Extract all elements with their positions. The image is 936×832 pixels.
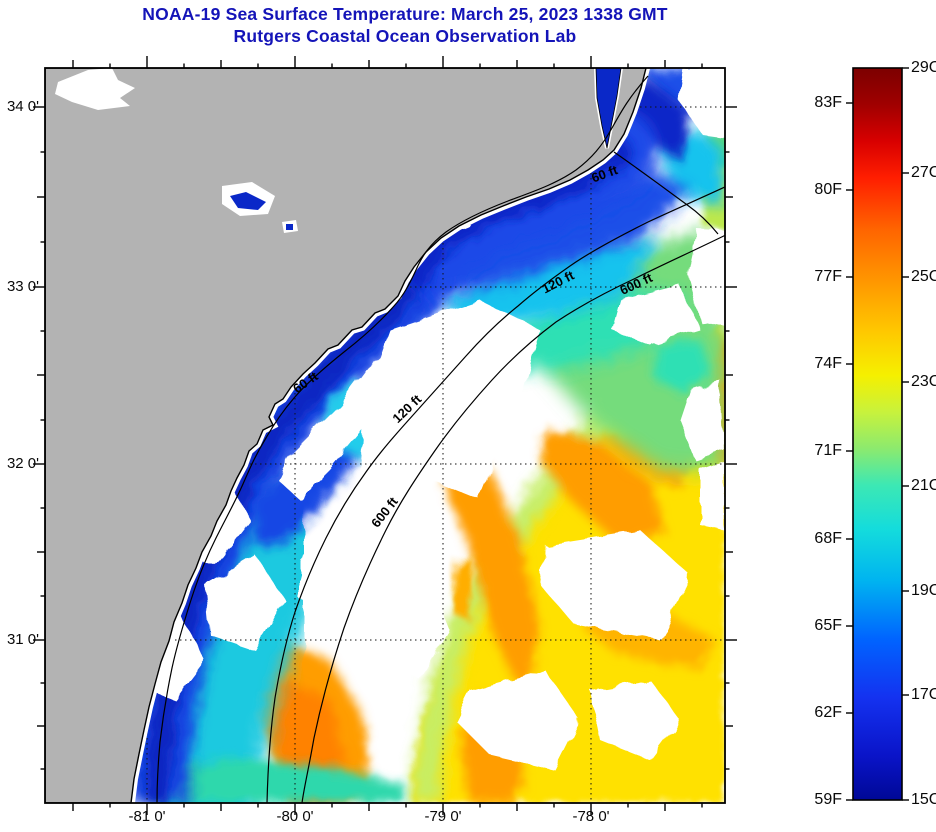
- land: [45, 68, 651, 803]
- colorbar-fahrenheit-label: 68F: [814, 530, 842, 547]
- figure-title: NOAA-19 Sea Surface Temperature: March 2…: [142, 4, 668, 24]
- colorbar-fahrenheit-label: 62F: [814, 704, 842, 721]
- axis-ticks: [33, 56, 909, 815]
- map-frame: [44, 67, 726, 804]
- river: [595, 68, 622, 149]
- colorbar-fahrenheit-label: 83F: [814, 94, 842, 111]
- contour-120ft: [266, 186, 725, 803]
- lake: [286, 224, 293, 230]
- orange-streak: [452, 558, 472, 622]
- cloud-over-land: [55, 68, 135, 110]
- colorbar-fahrenheit-label: 71F: [814, 442, 842, 459]
- colorbar-celsius-label: 25C: [911, 268, 936, 285]
- map-interior: 60 ft 120 ft 600 ft 60 ft 120 ft 600 ft: [45, 68, 725, 803]
- colorbar-celsius-label: 23C: [911, 373, 936, 390]
- contour-600ft: [301, 234, 725, 803]
- lon-tick-label: -79 0': [424, 808, 462, 825]
- contour-60ft-shoal: [613, 151, 719, 235]
- colorbar-fahrenheit-label: 77F: [814, 268, 842, 285]
- colorbar-celsius-label: 15C: [911, 791, 936, 808]
- teal-patch: [655, 340, 712, 392]
- colorbar-fahrenheit-label: 74F: [814, 355, 842, 372]
- lon-tick-label: -80 0': [276, 808, 314, 825]
- land-mass: [45, 68, 647, 803]
- sst-raster: [126, 68, 725, 803]
- colorbar-fahrenheit-label: 80F: [814, 181, 842, 198]
- lat-tick-label: 32 0': [6, 455, 39, 472]
- colorbar-celsius-label: 29C: [911, 59, 936, 76]
- lon-tick-label: -78 0': [572, 808, 610, 825]
- lake: [230, 192, 266, 210]
- colorbar-celsius-label: 21C: [911, 477, 936, 494]
- figure-subtitle: Rutgers Coastal Ocean Observation Lab: [233, 26, 577, 46]
- teal-bottom-strip: [150, 758, 405, 803]
- colorbar-celsius-label: 27C: [911, 164, 936, 181]
- colorbar-fahrenheit-label: 59F: [814, 791, 842, 808]
- lon-tick-label: -81 0': [128, 808, 166, 825]
- colorbar-celsius-label: 19C: [911, 582, 936, 599]
- lat-tick-label: 34 0': [6, 98, 39, 115]
- lat-tick-label: 33 0': [6, 278, 39, 295]
- colorbar-fahrenheit-label: 65F: [814, 617, 842, 634]
- orange-plume: [445, 450, 540, 700]
- depth-contours: [156, 75, 725, 803]
- contour-60ft: [156, 75, 649, 803]
- lat-tick-label: 31 0': [6, 631, 39, 648]
- colorbar-celsius-label: 17C: [911, 686, 936, 703]
- orange-plume: [540, 430, 665, 545]
- colorbar: [852, 67, 903, 801]
